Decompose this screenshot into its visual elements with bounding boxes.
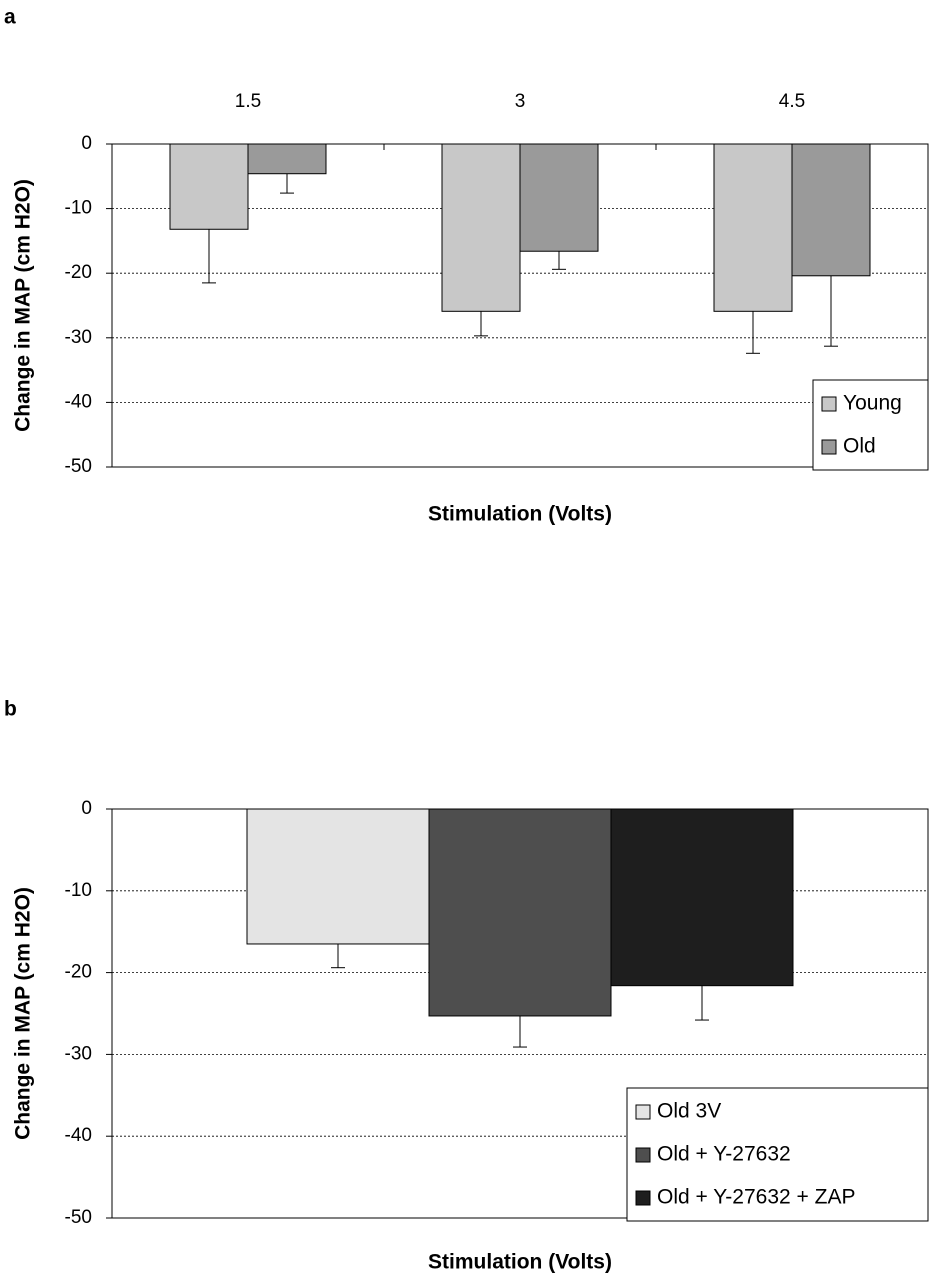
category-label: 3 bbox=[515, 91, 526, 112]
category-label: 1.5 bbox=[235, 91, 261, 112]
legend-swatch bbox=[821, 396, 837, 412]
y-tick-label: -40 bbox=[65, 391, 92, 412]
legend-swatch bbox=[635, 1104, 651, 1120]
y-tick-label: -30 bbox=[65, 327, 92, 348]
category-label: 4.5 bbox=[779, 91, 805, 112]
legend-label: Old 3V bbox=[657, 1100, 721, 1123]
legend-label: Young bbox=[843, 392, 902, 415]
y-tick-label: -40 bbox=[65, 1125, 92, 1146]
y-tick-label: -50 bbox=[65, 456, 92, 477]
bar bbox=[246, 808, 430, 945]
y-tick-label: -10 bbox=[65, 880, 92, 901]
y-tick-label: -30 bbox=[65, 1043, 92, 1064]
y-tick-label: -20 bbox=[65, 962, 92, 983]
y-axis-title: Change in MAP (cm H2O) bbox=[12, 179, 35, 432]
legend-label: Old bbox=[843, 435, 876, 458]
bar bbox=[791, 143, 871, 277]
bar bbox=[610, 808, 794, 987]
y-tick-label: -10 bbox=[65, 198, 92, 219]
panel-label: b bbox=[4, 698, 17, 721]
bar bbox=[441, 143, 521, 312]
legend-box bbox=[626, 1087, 929, 1222]
y-tick-label: -50 bbox=[65, 1207, 92, 1228]
legend-swatch bbox=[635, 1190, 651, 1206]
x-axis-title: Stimulation (Volts) bbox=[428, 503, 612, 526]
y-tick-label: 0 bbox=[81, 133, 92, 154]
bar bbox=[428, 808, 612, 1017]
x-axis-title: Stimulation (Volts) bbox=[428, 1251, 612, 1274]
y-tick-label: -20 bbox=[65, 262, 92, 283]
legend-swatch bbox=[821, 439, 837, 455]
bar bbox=[169, 143, 249, 230]
y-axis-title: Change in MAP (cm H2O) bbox=[12, 887, 35, 1140]
bar bbox=[713, 143, 793, 312]
legend-label: Old + Y-27632 bbox=[657, 1143, 791, 1166]
panel-label: a bbox=[4, 6, 16, 29]
legend-label: Old + Y-27632 + ZAP bbox=[657, 1186, 855, 1209]
bar bbox=[519, 143, 599, 252]
legend-box bbox=[812, 379, 929, 471]
legend-swatch bbox=[635, 1147, 651, 1163]
y-tick-label: 0 bbox=[81, 798, 92, 819]
bar bbox=[247, 143, 327, 175]
